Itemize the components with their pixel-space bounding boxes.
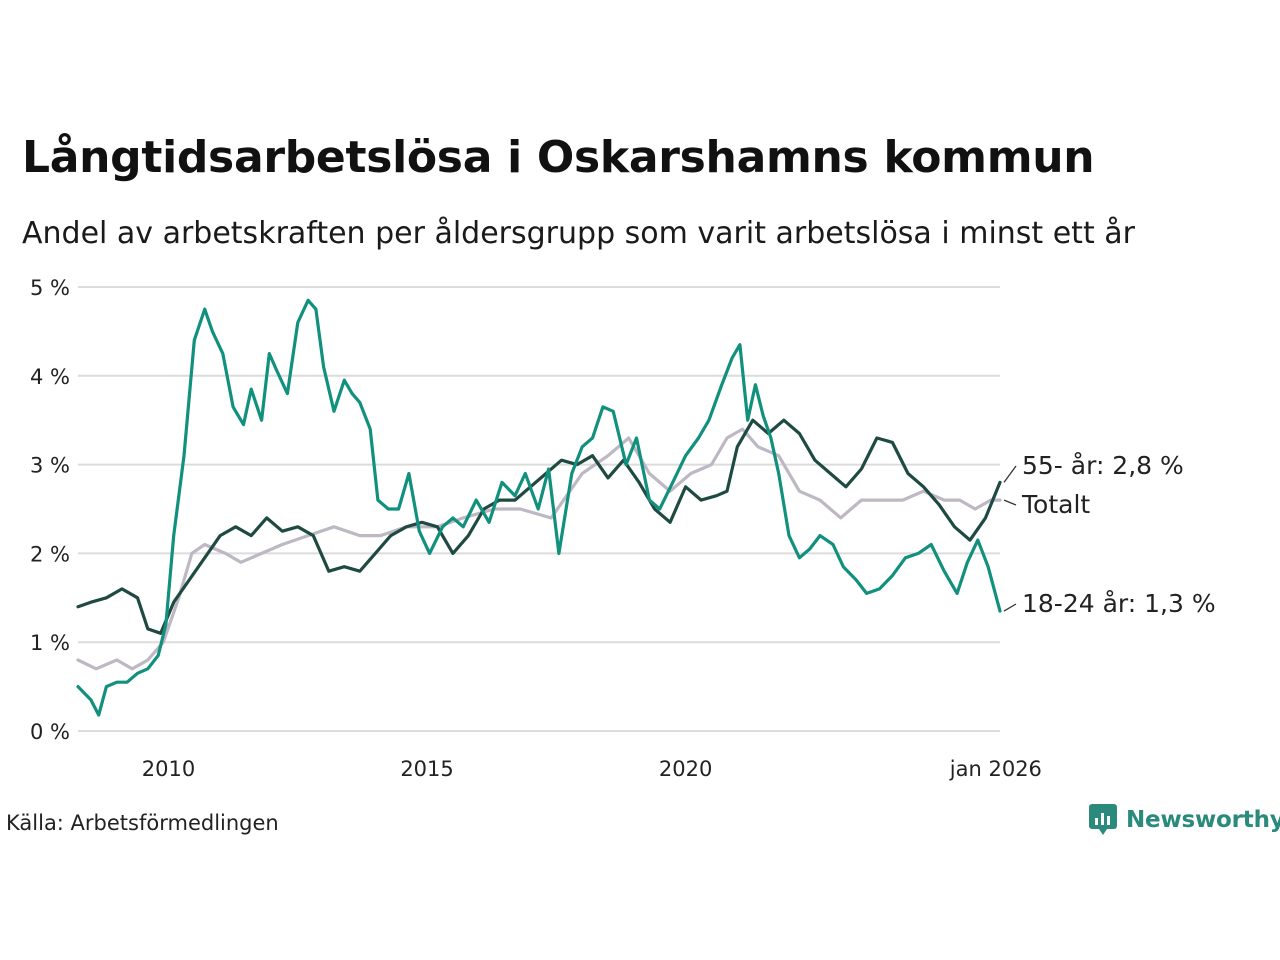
leader-line-total: [1003, 499, 1017, 506]
chart-title: Långtidsarbetslösa i Oskarshamns kommun: [22, 132, 1095, 183]
source-credit: Källa: Arbetsförmedlingen: [6, 811, 279, 835]
end-labels: Totalt 55- år: 2,8 % 18-24 år: 1,3 %: [1003, 451, 1216, 618]
brand-logo[interactable]: Newsworthy: [1088, 803, 1280, 837]
series-line-youth: [76, 298, 1002, 717]
grid-layer: [78, 286, 1000, 732]
x-tick-label: 2020: [659, 757, 712, 781]
x-tick-label: 2015: [400, 757, 453, 781]
leader-line-senior: [1003, 465, 1017, 483]
brand-name: Newsworthy: [1126, 807, 1280, 833]
y-tick-label: 0 %: [30, 720, 70, 744]
end-label-youth: 18-24 år: 1,3 %: [1022, 589, 1216, 618]
y-tick-label: 5 %: [30, 276, 70, 300]
series-line-senior: [76, 418, 1002, 635]
newsworthy-logo-icon: [1089, 804, 1117, 835]
y-tick-label: 4 %: [30, 365, 70, 389]
chart-subtitle: Andel av arbetskraften per åldersgrupp s…: [22, 216, 1135, 251]
y-axis-ticks: 0 % 1 % 2 % 3 % 4 % 5 %: [30, 276, 70, 744]
leader-line-youth: [1003, 603, 1017, 612]
end-label-senior: 55- år: 2,8 %: [1022, 451, 1184, 480]
x-tick-label: 2010: [142, 757, 195, 781]
y-tick-label: 1 %: [30, 631, 70, 655]
series-layer: [76, 298, 1002, 717]
y-tick-label: 3 %: [30, 454, 70, 478]
x-tick-label: jan 2026: [949, 757, 1042, 781]
x-axis-ticks: 2010 2015 2020 jan 2026: [142, 757, 1042, 781]
y-tick-label: 2 %: [30, 542, 70, 566]
end-label-total: Totalt: [1021, 490, 1090, 519]
